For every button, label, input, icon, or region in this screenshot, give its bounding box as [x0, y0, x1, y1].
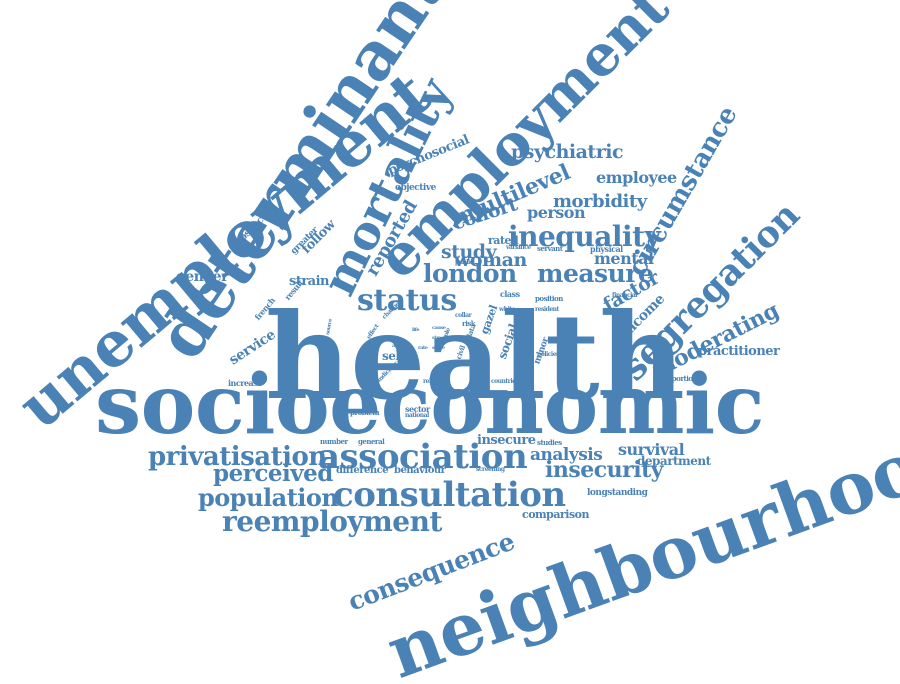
- word: strain: [289, 273, 330, 289]
- word: score: [432, 345, 445, 351]
- word: behaviour: [394, 465, 446, 476]
- word: insecurity: [545, 457, 664, 484]
- word: increase: [228, 377, 262, 388]
- word: problem: [350, 408, 380, 418]
- word: proportion: [660, 374, 698, 384]
- word: life: [412, 327, 420, 333]
- word: cause: [432, 325, 446, 331]
- word: aged: [392, 343, 404, 349]
- word: public: [455, 259, 473, 267]
- word: insecure: [477, 432, 536, 448]
- word: national: [405, 412, 429, 420]
- word: inequality: [508, 219, 661, 253]
- word: policies: [537, 351, 559, 359]
- word: class: [500, 288, 520, 299]
- word: reemployment: [222, 504, 442, 538]
- word: financial: [612, 292, 638, 300]
- word: population: [198, 482, 339, 512]
- word: risk: [462, 319, 476, 329]
- word: sector: [405, 403, 430, 414]
- word: measure: [537, 259, 654, 288]
- word: status: [357, 283, 457, 318]
- word: practitioner: [698, 343, 780, 359]
- word: illness: [361, 355, 376, 361]
- word: longstanding: [587, 487, 648, 498]
- word: perceived: [213, 459, 333, 487]
- word: difference: [336, 465, 389, 476]
- word: white: [499, 306, 515, 314]
- word: person: [527, 203, 586, 223]
- word: mental: [594, 249, 654, 269]
- word: rated: [488, 234, 519, 248]
- word: department: [637, 454, 711, 469]
- word: collar: [455, 312, 472, 320]
- word: rate: [418, 345, 428, 351]
- word: psychiatric: [511, 140, 624, 163]
- word: consultation: [333, 474, 566, 515]
- word: health: [265, 286, 685, 426]
- word: association: [318, 436, 528, 477]
- word: self: [382, 349, 405, 364]
- word: morbidity: [553, 190, 647, 212]
- word: employee: [596, 168, 677, 188]
- word: number: [320, 437, 348, 447]
- word: screening: [476, 466, 505, 474]
- word: studies: [537, 438, 562, 448]
- word: comparison: [522, 508, 590, 522]
- word: variance: [506, 244, 531, 252]
- word: size: [432, 335, 441, 341]
- word: position: [535, 294, 563, 304]
- word: study: [441, 240, 497, 263]
- word: resident: [535, 306, 559, 314]
- word: woman: [454, 248, 527, 271]
- word: servant: [537, 244, 563, 254]
- word: general: [358, 437, 385, 447]
- word: survival: [618, 440, 685, 460]
- word: analysis: [530, 445, 603, 466]
- word: gender: [176, 268, 228, 285]
- word: privatisation: [148, 442, 327, 473]
- word: countrie: [491, 378, 516, 386]
- word: socioeconomic: [95, 357, 765, 454]
- word: areas: [405, 355, 418, 361]
- word: london: [423, 259, 517, 288]
- word: objective: [395, 182, 436, 193]
- word: related: [423, 378, 444, 386]
- word: physical: [590, 243, 623, 254]
